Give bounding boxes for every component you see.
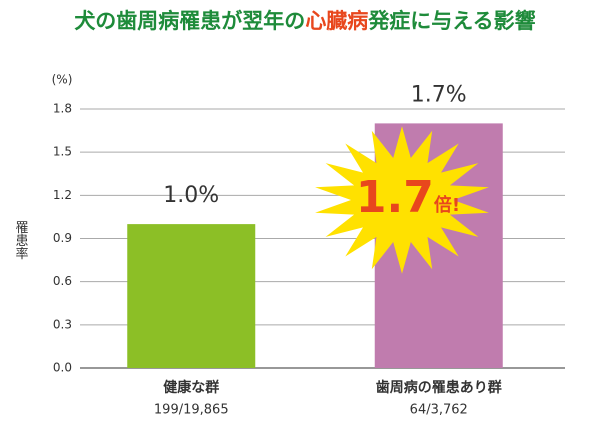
y-tick-label: 0.3 [53,317,72,331]
title-highlight: 心臓病 [305,9,368,33]
value-label: 1.7% [411,82,467,107]
y-unit: (%) [52,73,73,87]
x-tick-label: 健康な群 [163,379,219,396]
title-part: 発症に与える影響 [367,9,535,33]
starburst [315,126,489,274]
y-axis-label: 罹患率 [13,221,29,260]
x-sublabel: 64/3,762 [410,403,468,418]
title-part: 犬の歯周病罹患が翌年の [74,9,305,33]
annotation: 1.7倍! [356,172,460,223]
y-tick-label: 1.5 [53,145,72,159]
x-tick-label: 歯周病の罹患あり群 [376,379,502,396]
y-tick-label: 0.0 [53,361,72,375]
chart-title: 犬の歯周病罹患が翌年の心臓病発症に与える影響 [74,9,535,33]
y-tick-label: 0.9 [53,231,72,245]
annotation-suffix: 倍! [434,194,460,216]
bar [127,224,256,368]
annotation-value: 1.7 [356,172,434,223]
y-tick-label: 1.8 [53,102,72,116]
x-sublabel: 199/19,865 [154,403,229,418]
y-tick-label: 0.6 [53,274,72,288]
y-tick-label: 1.2 [53,188,72,202]
value-label: 1.0% [163,183,219,208]
